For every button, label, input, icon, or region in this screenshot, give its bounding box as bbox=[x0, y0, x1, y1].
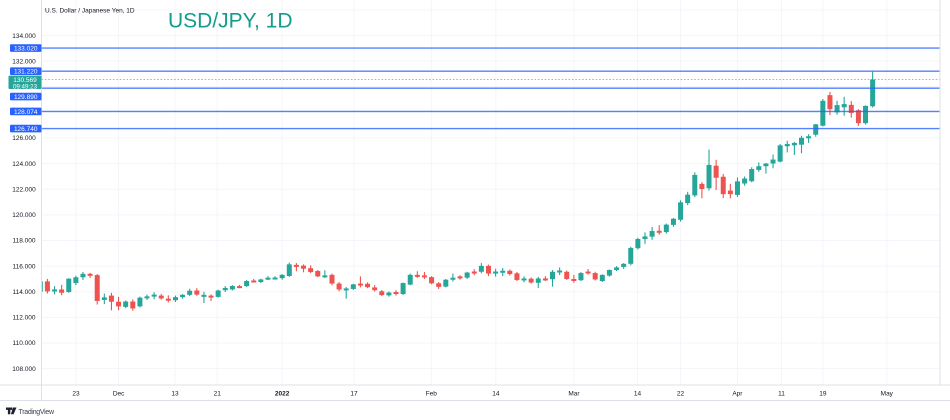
svg-text:134.000: 134.000 bbox=[12, 33, 36, 40]
svg-text:118.000: 118.000 bbox=[12, 238, 35, 245]
svg-text:116.000: 116.000 bbox=[12, 263, 35, 270]
svg-text:Mar: Mar bbox=[568, 391, 580, 398]
svg-text:22: 22 bbox=[677, 391, 685, 398]
svg-text:Feb: Feb bbox=[426, 391, 438, 398]
svg-text:USD/JPY, 1D: USD/JPY, 1D bbox=[168, 9, 293, 32]
svg-text:129.890: 129.890 bbox=[14, 94, 38, 101]
svg-text:126.740: 126.740 bbox=[14, 126, 38, 133]
svg-text:131.220: 131.220 bbox=[14, 68, 38, 75]
svg-text:130.569: 130.569 bbox=[13, 77, 37, 84]
svg-text:110.000: 110.000 bbox=[12, 340, 35, 347]
svg-text:14: 14 bbox=[492, 391, 500, 398]
svg-text:122.000: 122.000 bbox=[12, 186, 36, 193]
svg-text:120.000: 120.000 bbox=[12, 212, 36, 219]
svg-text:19: 19 bbox=[819, 391, 827, 398]
svg-text:128.074: 128.074 bbox=[14, 109, 38, 116]
svg-text:Dec: Dec bbox=[113, 391, 125, 398]
svg-text:14: 14 bbox=[634, 391, 642, 398]
svg-text:17: 17 bbox=[350, 391, 358, 398]
svg-text:TradingView: TradingView bbox=[19, 409, 55, 416]
svg-text:114.000: 114.000 bbox=[12, 289, 35, 296]
svg-text:108.000: 108.000 bbox=[12, 366, 36, 373]
svg-text:112.000: 112.000 bbox=[12, 315, 35, 322]
svg-text:11: 11 bbox=[778, 391, 785, 398]
svg-text:23: 23 bbox=[72, 391, 80, 398]
svg-text:132.000: 132.000 bbox=[12, 58, 36, 65]
svg-text:21: 21 bbox=[214, 391, 222, 398]
svg-text:124.000: 124.000 bbox=[12, 161, 36, 168]
svg-text:May: May bbox=[881, 391, 894, 398]
svg-text:U.S. Dollar / Japanese Yen, 1D: U.S. Dollar / Japanese Yen, 1D bbox=[45, 7, 135, 14]
svg-text:126.000: 126.000 bbox=[12, 135, 36, 142]
svg-text:2022: 2022 bbox=[275, 391, 290, 398]
svg-text:133.020: 133.020 bbox=[14, 45, 38, 52]
svg-text:Apr: Apr bbox=[732, 391, 743, 398]
svg-text:13: 13 bbox=[171, 391, 179, 398]
svg-text:09:49:23: 09:49:23 bbox=[13, 83, 38, 90]
